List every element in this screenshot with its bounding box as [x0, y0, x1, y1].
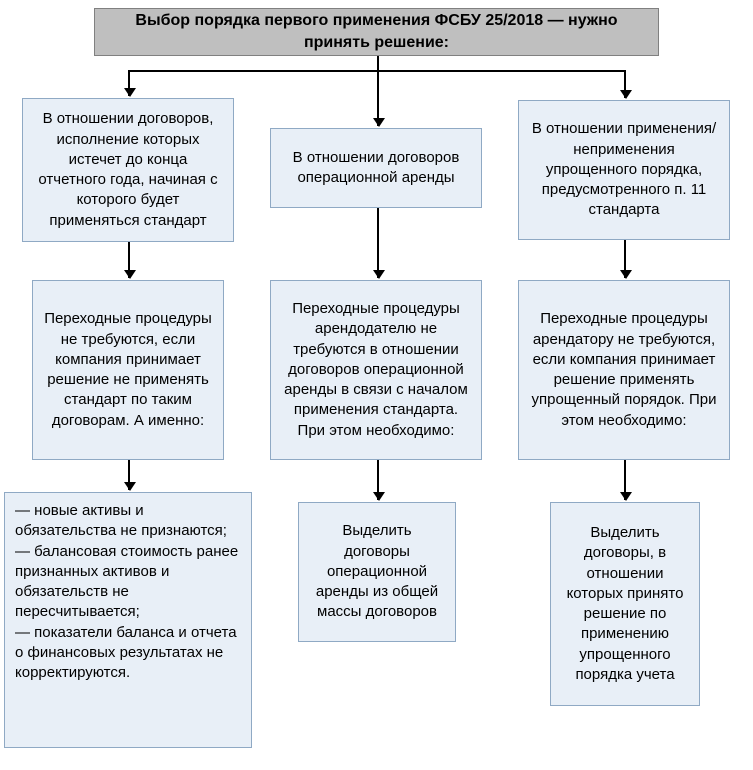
node-text: — новые активы и обязательства не призна… — [15, 501, 241, 683]
leaf-col3-separate-contracts: Выделить договоры, в отношении которых п… — [550, 502, 700, 706]
node-text: В отношении договоров операционной аренд… — [281, 148, 471, 189]
node-text: В отношении договоров, исполнение которы… — [33, 109, 223, 231]
node-text: Выделить договоры, в отношении которых п… — [561, 523, 689, 685]
flowchart-canvas: Выбор порядка первого применения ФСБУ 25… — [0, 0, 753, 770]
node-col2-lessor-transition: Переходные процедуры арендодателю не тре… — [270, 280, 482, 460]
header-text: Выбор порядка первого применения ФСБУ 25… — [105, 10, 648, 53]
node-text: В отношении применения/неприменения упро… — [529, 119, 719, 220]
node-col3-lessee-transition: Переходные процедуры арендатору не требу… — [518, 280, 730, 460]
node-col1-transition-not-required: Переходные процедуры не требуются, если … — [32, 280, 224, 460]
header-node: Выбор порядка первого применения ФСБУ 25… — [94, 8, 659, 56]
leaf-col2-separate-contracts: Выделить договоры операционной аренды из… — [298, 502, 456, 642]
leaf-col1-details: — новые активы и обязательства не призна… — [4, 492, 252, 748]
node-text: Переходные процедуры арендатору не требу… — [529, 309, 719, 431]
node-col1-contracts-expiring: В отношении договоров, исполнение которы… — [22, 98, 234, 242]
node-text: Выделить договоры операционной аренды из… — [309, 521, 445, 622]
node-col3-simplified-procedure: В отношении применения/неприменения упро… — [518, 100, 730, 240]
node-text: Переходные процедуры не требуются, если … — [43, 309, 213, 431]
node-col2-operational-lease: В отношении договоров операционной аренд… — [270, 128, 482, 208]
node-text: Переходные процедуры арендодателю не тре… — [281, 299, 471, 441]
